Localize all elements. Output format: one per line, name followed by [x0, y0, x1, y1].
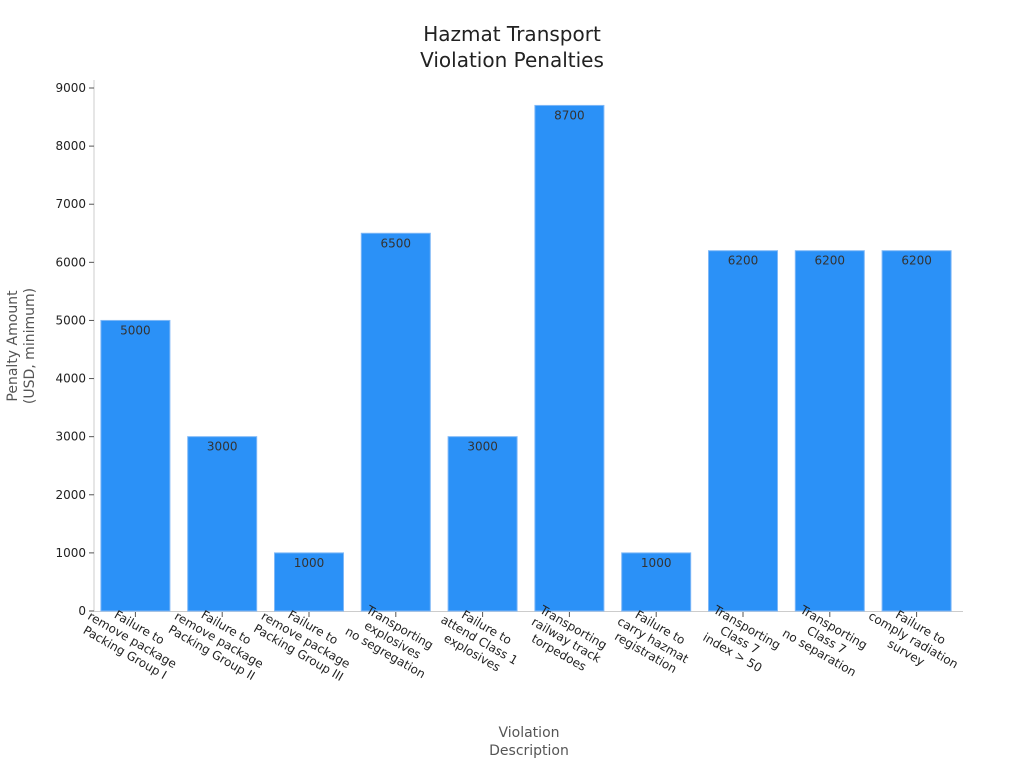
y-tick-label: 9000 — [55, 81, 86, 95]
bar-value-label: 6200 — [901, 254, 932, 268]
y-tick-label: 2000 — [55, 488, 86, 502]
bar — [187, 436, 258, 612]
y-tick-label: 8000 — [55, 139, 86, 153]
bar — [100, 319, 171, 612]
bar-value-label: 6200 — [815, 254, 846, 268]
bar — [360, 232, 431, 612]
x-axis-label-line-1: Violation — [498, 725, 560, 741]
y-tick-label: 6000 — [55, 255, 86, 269]
x-axis-label: Violation Description — [489, 724, 569, 760]
bar — [447, 436, 518, 612]
x-axis-label-line-2: Description — [489, 743, 569, 759]
bar-value-label: 3000 — [207, 440, 238, 454]
bar-value-label: 6200 — [728, 254, 759, 268]
chart-title-line-1: Hazmat Transport — [423, 22, 601, 46]
bar-value-label: 8700 — [554, 108, 585, 122]
bar — [708, 250, 778, 612]
bar — [881, 250, 952, 612]
y-tick-label: 4000 — [55, 372, 86, 386]
bar-value-label: 1000 — [294, 556, 325, 570]
y-tick-label: 5000 — [55, 313, 86, 327]
y-tick-label: 1000 — [55, 546, 86, 560]
bar — [621, 552, 692, 612]
bar-value-label: 6500 — [381, 236, 412, 250]
bar-value-label: 1000 — [641, 556, 672, 570]
y-tick-label: 3000 — [55, 430, 86, 444]
y-tick-label: 7000 — [55, 197, 86, 211]
bar — [794, 250, 865, 612]
y-tick-label: 0 — [78, 604, 86, 618]
chart-title-line-2: Violation Penalties — [420, 48, 604, 72]
bar-value-label: 3000 — [467, 440, 498, 454]
bar-value-label: 5000 — [120, 323, 151, 337]
bar — [534, 104, 605, 612]
bar — [274, 552, 344, 612]
